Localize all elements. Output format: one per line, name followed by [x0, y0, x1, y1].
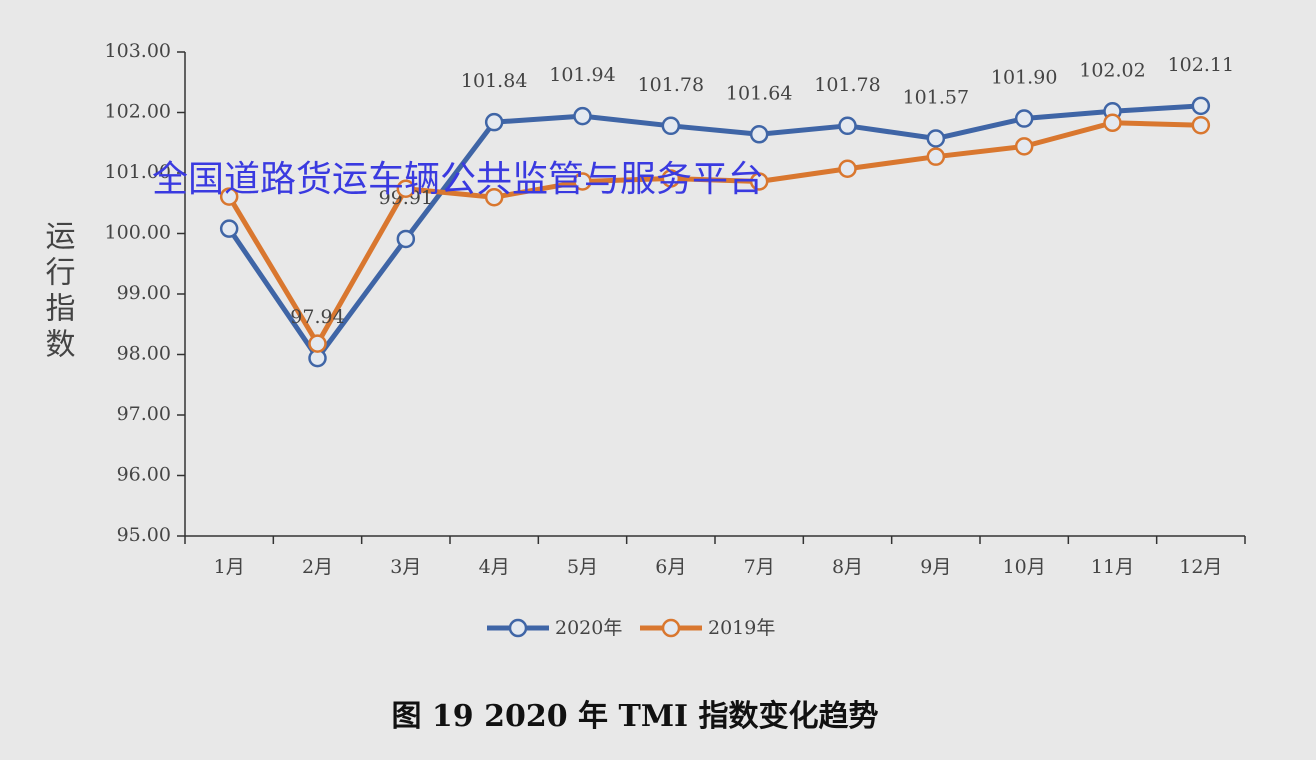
point-marker: [1014, 109, 1034, 128]
x-tick-label: 1月: [214, 556, 245, 578]
y-tick-label: 98.00: [117, 343, 171, 365]
x-tick-label: 11月: [1091, 556, 1134, 578]
legend-marker: [661, 618, 681, 638]
y-tick-label: 102.00: [105, 101, 171, 123]
x-tick-label: 2月: [302, 556, 333, 578]
data-label: 97.94: [290, 306, 344, 328]
x-tick-label: 10月: [1003, 556, 1046, 578]
point-marker: [219, 187, 239, 206]
point-marker: [1014, 137, 1034, 156]
point-marker: [573, 172, 592, 191]
point-marker: [749, 125, 769, 144]
data-label: 101.64: [726, 82, 792, 104]
point-marker: [396, 229, 416, 249]
data-label: 102.02: [1079, 59, 1145, 81]
legend-marker: [508, 618, 528, 638]
data-label: 101.84: [461, 70, 527, 92]
caption: 图 19 2020 年 TMI 指数变化趋势: [391, 699, 878, 734]
point-marker: [484, 187, 504, 207]
y-tick-label: 100.00: [105, 222, 171, 244]
point-marker: [219, 219, 239, 238]
point-marker: [926, 129, 946, 148]
point-marker: [661, 116, 681, 136]
point-marker: [749, 172, 769, 191]
series-line: [227, 120, 1201, 347]
y-tick-label: 95.00: [117, 524, 171, 546]
y-axis-label: 运行指数: [40, 220, 76, 364]
point-marker: [573, 106, 592, 126]
point-marker: [1191, 96, 1211, 116]
y-tick-label: 103.00: [105, 40, 171, 62]
series-line: [227, 103, 1201, 361]
x-tick-label: 4月: [479, 556, 510, 578]
x-tick-label: 5月: [567, 556, 598, 578]
point-marker: [926, 147, 946, 166]
y-tick-label: 101.00: [105, 161, 171, 183]
data-label: 101.78: [814, 74, 880, 96]
x-tick-label: 3月: [390, 556, 421, 578]
point-marker: [396, 179, 416, 198]
legend-label: 2020年: [555, 617, 622, 639]
point-marker: [661, 169, 681, 188]
point-marker: [484, 112, 504, 132]
y-tick-label: 99.00: [117, 282, 171, 304]
y-tick-label: 97.00: [117, 403, 171, 425]
point-marker: [838, 116, 857, 136]
x-tick-label: 6月: [655, 556, 686, 578]
x-tick-label: 9月: [920, 556, 951, 578]
data-label: 101.94: [549, 64, 615, 86]
watermark: 全国道路货运车辆公共监管与服务平台: [152, 159, 764, 200]
point-marker: [1103, 113, 1122, 133]
data-label: 101.57: [903, 87, 969, 109]
data-label: 101.90: [991, 67, 1057, 89]
x-tick-label: 7月: [744, 556, 775, 578]
legend-label: 2019年: [708, 617, 775, 639]
point-marker: [838, 159, 857, 179]
x-tick-label: 8月: [832, 556, 863, 578]
point-marker: [308, 334, 327, 353]
x-tick-label: 12月: [1179, 556, 1222, 578]
data-label: 101.78: [638, 74, 704, 96]
point-marker: [1191, 115, 1211, 135]
y-tick-label: 96.00: [117, 464, 171, 486]
data-label: 102.11: [1168, 54, 1234, 76]
